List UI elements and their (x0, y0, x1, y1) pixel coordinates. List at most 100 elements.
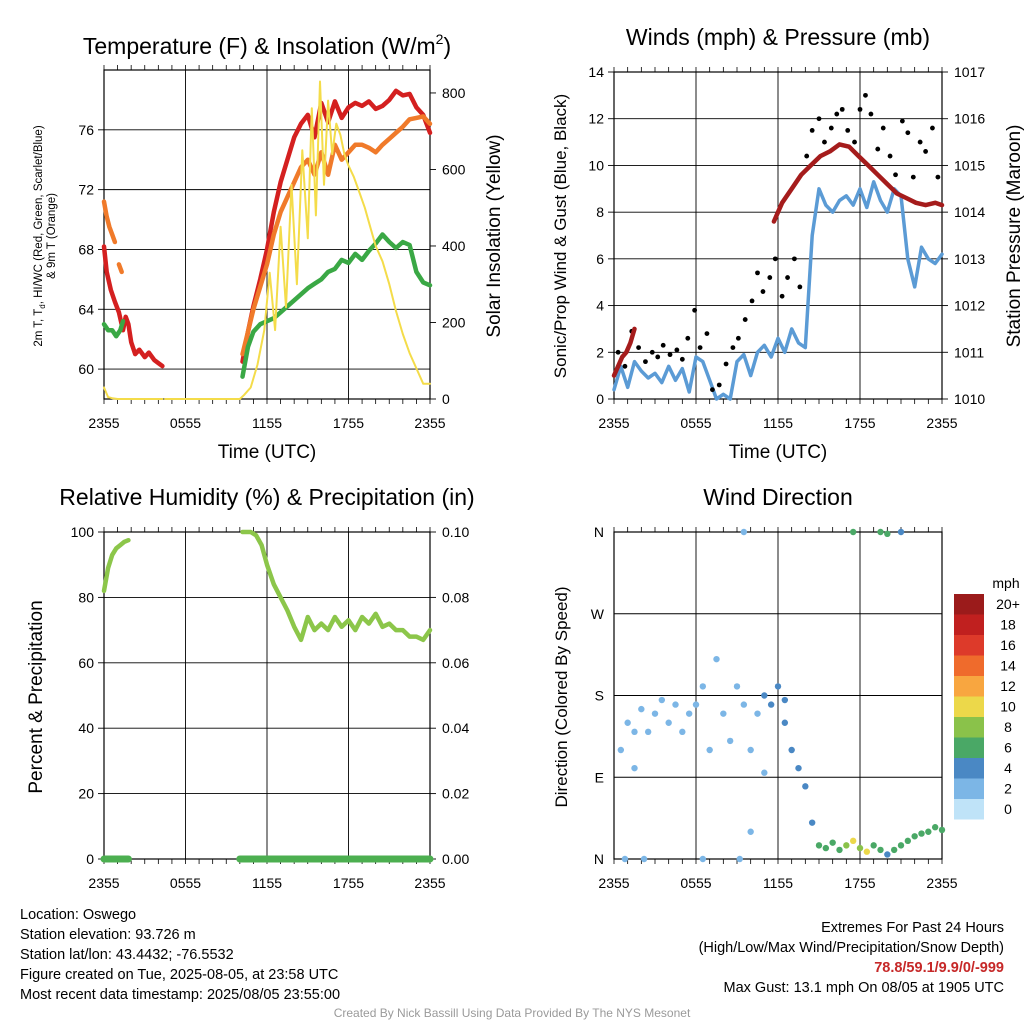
humidity-ytick-label: 20 (78, 786, 94, 802)
winds-ytick-label: 6 (596, 251, 604, 267)
humidity-xtick-label: 2355 (414, 875, 445, 891)
winds-series-1-point (779, 293, 785, 299)
direction-point (665, 719, 672, 726)
direction-point (720, 710, 727, 717)
winds-series-1-point (749, 298, 755, 304)
direction-point (925, 828, 932, 835)
direction-ytick-label: N (594, 851, 604, 867)
winds-series-1-point (863, 92, 868, 98)
winds-ytick-right-label: 1015 (954, 157, 985, 173)
direction-title: Wind Direction (703, 484, 853, 510)
winds-series-1-point (834, 111, 840, 117)
winds-series-1-point (723, 361, 729, 367)
winds-series-1-point (730, 345, 736, 351)
direction-point (740, 528, 748, 536)
legend-label: 20+ (996, 596, 1020, 612)
winds-series-1-point (910, 174, 916, 180)
humidity-xtick-label: 2355 (88, 875, 119, 891)
winds-series-1-point (760, 289, 766, 294)
direction-point (877, 846, 884, 854)
direction-xtick-label: 2355 (926, 875, 957, 891)
legend-swatch (954, 614, 984, 635)
direction-point (938, 826, 946, 834)
legend-swatch (954, 778, 984, 799)
direction-point (761, 692, 768, 699)
direction-point (884, 530, 891, 538)
winds-series-1-point (917, 139, 923, 145)
direction-ylabel-left: Direction (Colored By Speed) (552, 586, 571, 807)
winds-series-1-point (809, 127, 815, 133)
extremes-info: Extremes For Past 24 Hours (High/Low/Max… (699, 918, 1004, 998)
temp-ylabel-left: 2m T, Td, HI/WC (Red, Green, Scarlet/Blu… (33, 125, 58, 346)
temperature-ytick-label: 68 (78, 241, 94, 257)
direction-point (624, 719, 631, 726)
humidity-xtick-label: 0555 (170, 875, 201, 891)
temperature-series-8-line (164, 80, 431, 400)
legend-swatch (954, 635, 984, 656)
winds-series-1-point (839, 106, 845, 112)
winds-series-1-point (679, 356, 685, 362)
direction-point (679, 728, 686, 736)
temperature-ytick-label: 64 (78, 301, 94, 317)
winds-series-0-line (612, 180, 944, 401)
direction-point (631, 764, 638, 772)
humidity-ytick-label: 100 (71, 524, 95, 540)
legend-swatch (954, 737, 984, 758)
winds-series-1-point (667, 352, 673, 358)
temperature-xtick-label: 0555 (170, 415, 201, 431)
winds-xtick-label: 1755 (844, 415, 875, 431)
temp-xlabel: Time (UTC) (218, 442, 317, 463)
winds-series-1-point (716, 382, 722, 388)
winds-series-1-point (649, 349, 655, 355)
temp-ylabel-right: Solar Insolation (Yellow) (484, 134, 505, 337)
winds-series-3-line (771, 142, 945, 224)
latlon-text: Station lat/lon: 43.4432; -76.5532 (20, 947, 234, 963)
recent-text: Most recent data timestamp: 2025/08/05 2… (20, 987, 341, 1003)
temperature-ytick-label: 76 (78, 122, 94, 138)
legend-label: 18 (1000, 617, 1016, 633)
winds-title: Winds (mph) & Pressure (mb) (626, 24, 930, 50)
winds-series-1-point (615, 349, 621, 355)
winds-ytick-right-label: 1013 (954, 251, 985, 267)
direction-point (774, 683, 782, 690)
direction-point (747, 828, 754, 835)
direction-point (795, 764, 802, 772)
direction-ytick-label: N (594, 524, 604, 540)
direction-point (877, 528, 884, 536)
direction-ytick-label: S (595, 688, 604, 704)
winds-series-1-point (704, 331, 710, 336)
legend-label: 14 (1000, 658, 1016, 674)
direction-point (822, 844, 830, 852)
winds-series-1-point (845, 127, 851, 133)
legend-swatch (954, 594, 984, 615)
direction-point (736, 855, 743, 863)
winds-series-1-point (828, 125, 834, 131)
winds-ylabel-left: Sonic/Prop Wind & Gust (Blue, Black) (551, 94, 570, 378)
winds-series-1-point (923, 149, 928, 154)
direction-point (781, 696, 789, 704)
winds-series-1-point (930, 125, 935, 131)
direction-point (699, 855, 707, 863)
winds-series-1-point (643, 359, 648, 365)
winds-series-1-point (875, 146, 881, 152)
direction-point (849, 528, 857, 536)
winds-series-2-line (611, 326, 637, 378)
winds-series-1-point (852, 139, 857, 145)
direction-panel: 2355 0555 1155 1755 2355 N E S W N (591, 524, 958, 891)
created-text: Figure created on Tue, 2025-08-05, at 23… (20, 967, 339, 983)
direction-ytick-label: W (591, 606, 605, 622)
svg-text:& 9m T (Orange): & 9m T (Orange) (46, 193, 58, 279)
winds-series-1-point (893, 172, 898, 178)
winds-ytick-right-label: 1010 (954, 391, 985, 407)
winds-ytick-label: 14 (588, 64, 604, 80)
direction-point (890, 846, 898, 854)
direction-xtick-label: 1155 (763, 875, 793, 891)
winds-series-1-point (636, 345, 641, 351)
legend-label: 2 (1004, 781, 1012, 797)
winds-ytick-right-label: 1011 (954, 344, 984, 360)
humidity-xtick-label: 1155 (252, 875, 282, 891)
direction-point (740, 701, 748, 708)
direction-xtick-label: 2355 (598, 875, 629, 891)
direction-point (781, 719, 789, 726)
